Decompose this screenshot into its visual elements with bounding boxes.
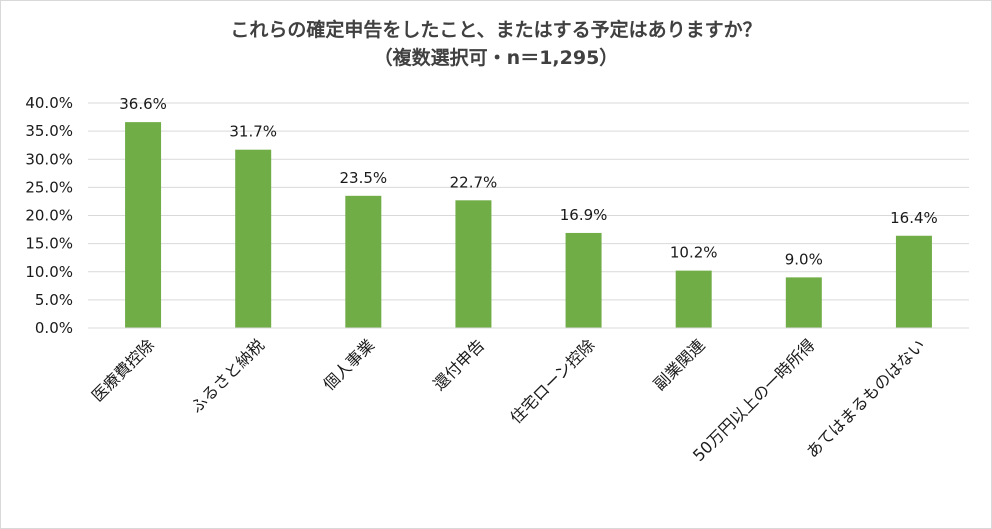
bar [235, 149, 272, 328]
bar [345, 195, 382, 328]
data-label: 23.5% [339, 169, 387, 187]
category-label: ふるさと納税 [187, 335, 268, 416]
category-label: あてはまるものはない [803, 335, 929, 461]
category-label: 還付申告 [430, 335, 489, 394]
data-label: 36.6% [119, 95, 167, 113]
y-tick-label: 10.0% [25, 263, 73, 281]
bar [895, 235, 932, 328]
y-tick-label: 25.0% [25, 178, 73, 196]
category-label: 副業関連 [650, 335, 709, 394]
y-tick-label: 35.0% [25, 122, 73, 140]
category-label: 住宅ローン控除 [506, 335, 598, 427]
chart-title: これらの確定申告をしたこと、またはする予定はありますか？ [230, 19, 762, 41]
y-tick-label: 0.0% [35, 319, 73, 337]
data-label: 16.4% [890, 209, 938, 227]
bar [785, 277, 822, 328]
bar [125, 122, 162, 328]
category-label: 50万円以上の一時所得 [689, 335, 819, 465]
data-label: 16.9% [560, 206, 608, 224]
y-tick-label: 30.0% [25, 150, 73, 168]
category-label: 個人事業 [319, 335, 378, 394]
category-label: 医療費控除 [88, 335, 158, 405]
y-tick-label: 15.0% [25, 235, 73, 253]
y-tick-label: 40.0% [25, 94, 73, 112]
bar [675, 270, 712, 328]
data-label: 31.7% [229, 123, 277, 141]
bar [565, 232, 602, 328]
data-label: 9.0% [785, 250, 823, 268]
bar [455, 200, 492, 328]
chart-subtitle: （複数選択可・n＝1,295） [373, 47, 619, 69]
y-tick-label: 20.0% [25, 207, 73, 225]
y-tick-label: 5.0% [35, 291, 73, 309]
data-label: 10.2% [670, 244, 718, 262]
data-label: 22.7% [450, 173, 498, 191]
